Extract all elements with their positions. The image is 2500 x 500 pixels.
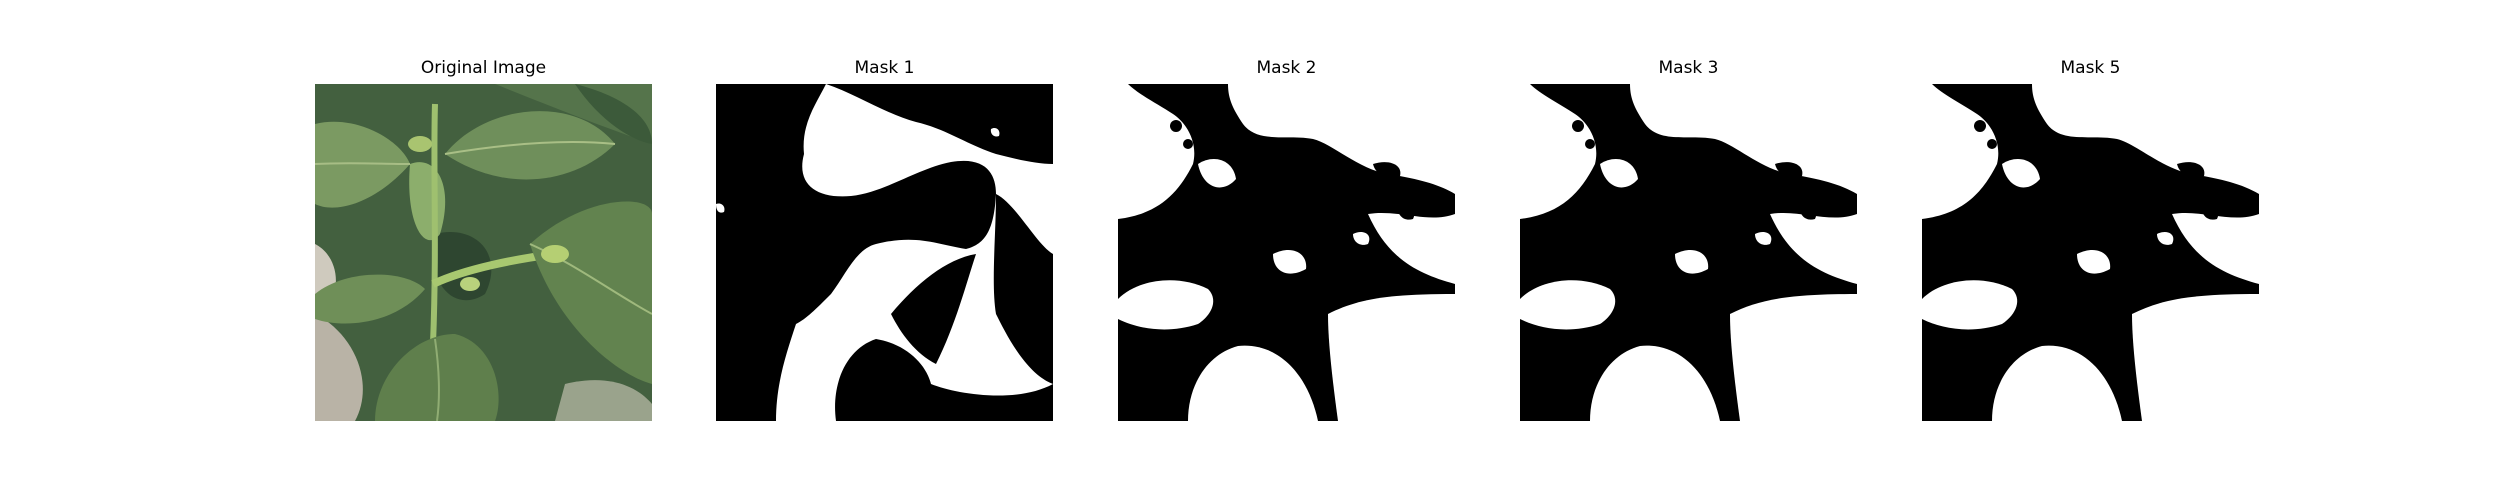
panel-title: Mask 3: [1658, 58, 1719, 78]
panel-title: Original Image: [420, 58, 547, 78]
panel-title: Mask 5: [2060, 58, 2121, 78]
mask-2-image: [1118, 84, 1455, 421]
mask-5-image: [1922, 84, 2259, 421]
panel-title: Mask 2: [1256, 58, 1317, 78]
mask-1-image: [716, 84, 1053, 421]
mask-3-image: [1520, 84, 1857, 421]
original-plant-photo: [315, 84, 652, 421]
panel-title: Mask 1: [854, 58, 915, 78]
